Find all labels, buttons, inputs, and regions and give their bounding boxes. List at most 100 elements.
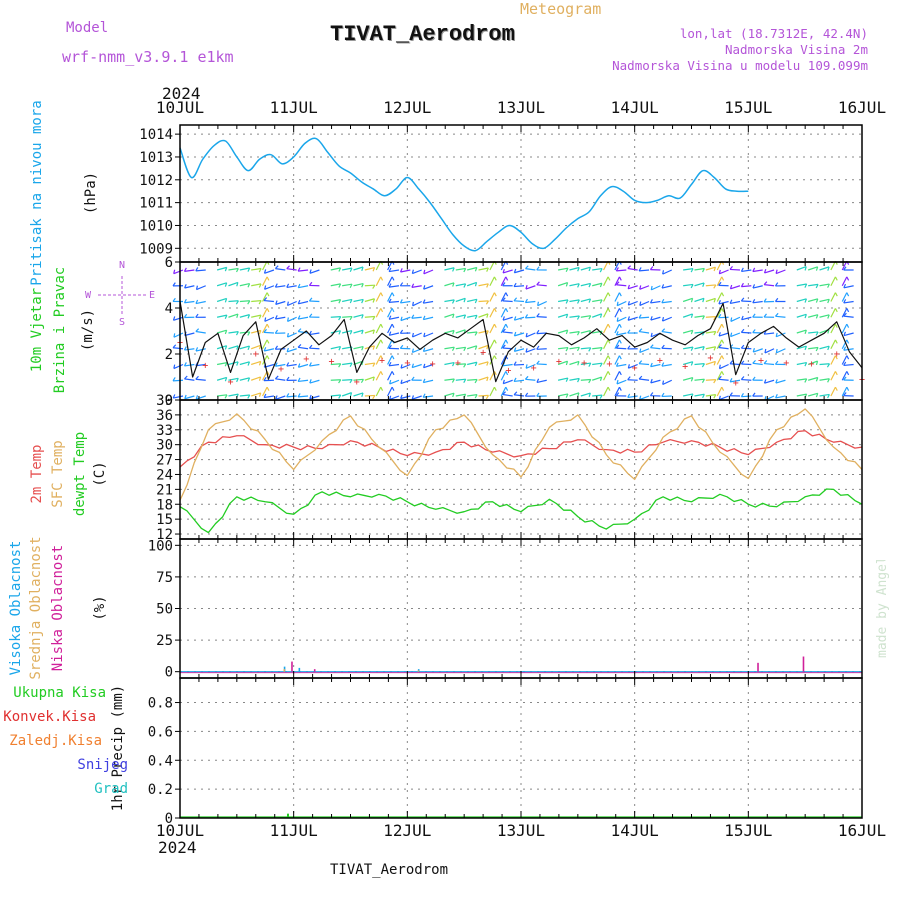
wind-barb-flag bbox=[391, 308, 395, 313]
wind-barb-flag bbox=[172, 282, 176, 287]
wind-barb bbox=[195, 330, 206, 334]
model-name: wrf-nmm_v3.9.1 e1km bbox=[62, 48, 234, 66]
wind-barb bbox=[796, 298, 807, 303]
wind-barb bbox=[478, 394, 489, 397]
wind-barb bbox=[364, 329, 375, 334]
wind-barb bbox=[753, 348, 763, 353]
wind-barb bbox=[513, 300, 525, 303]
wind-barb bbox=[412, 332, 422, 338]
wind-barb bbox=[400, 379, 411, 385]
wind-barb bbox=[298, 363, 309, 368]
y-tick-label: 1010 bbox=[139, 218, 173, 234]
wind-barb bbox=[228, 331, 239, 334]
wind-barb-flag bbox=[486, 267, 489, 272]
wind-barb bbox=[841, 292, 848, 302]
wind-barb bbox=[616, 332, 627, 336]
wind-barb bbox=[275, 378, 286, 381]
wind-barb bbox=[730, 332, 741, 338]
wind-barb-flag bbox=[843, 299, 847, 304]
x-tick-label-top: 11JUL bbox=[270, 98, 318, 117]
station-elevation: Nadmorska Visina 2m bbox=[725, 42, 868, 57]
wind-barb-flag bbox=[588, 347, 592, 352]
wind-barb bbox=[389, 316, 400, 320]
wind-barb bbox=[661, 285, 672, 289]
wind-barb bbox=[682, 297, 693, 303]
wind-barb bbox=[330, 330, 341, 334]
wind-barb-flag bbox=[804, 283, 808, 288]
wind-barb-flag bbox=[827, 299, 830, 304]
wind-barb-flag bbox=[843, 361, 847, 366]
wind-barb-flag bbox=[513, 316, 517, 321]
wind-barb-flag bbox=[815, 314, 819, 319]
wind-barb bbox=[843, 332, 854, 337]
wind-barb-flag bbox=[380, 308, 384, 313]
station-coords: lon,lat (18.7312E, 42.4N) bbox=[679, 26, 868, 41]
wind-barb-flag bbox=[388, 344, 392, 349]
cloud-low-axis-label: Niska Oblacnost bbox=[50, 545, 66, 671]
wind-speed-line bbox=[179, 301, 863, 383]
wind-barb bbox=[309, 332, 320, 336]
wind-barb bbox=[423, 332, 434, 338]
x-tick-label-top: 12JUL bbox=[383, 98, 431, 117]
wind-barb bbox=[309, 395, 320, 400]
wind-barb bbox=[342, 298, 353, 303]
wind-axis-label-2: Brzina i Pravac bbox=[52, 267, 68, 393]
wind-barb bbox=[184, 300, 195, 304]
wind-barb bbox=[500, 292, 507, 302]
wind-barb-flag bbox=[391, 276, 395, 281]
wind-barb bbox=[455, 393, 466, 397]
wind-barb bbox=[525, 363, 536, 369]
wind-barb bbox=[262, 386, 268, 397]
wind-barb-flag bbox=[391, 371, 395, 376]
wind-barb bbox=[444, 378, 455, 381]
wind-barb-flag bbox=[639, 285, 642, 290]
wind-barb-flag bbox=[536, 378, 540, 383]
wind-barb-flag bbox=[565, 360, 569, 366]
wind-barb-flag bbox=[224, 377, 228, 382]
wind-barb-flag bbox=[752, 359, 756, 364]
wind-barb bbox=[184, 269, 195, 272]
wind-barb bbox=[819, 314, 830, 318]
wind-barb-flag bbox=[588, 298, 592, 303]
pressure-axis-label: Pritisak na nivou mora bbox=[29, 100, 45, 285]
wind-barb-flag bbox=[463, 347, 467, 352]
wind-barb bbox=[651, 285, 661, 291]
wind-barb-flag bbox=[843, 266, 847, 271]
wind-barb-flag bbox=[411, 269, 414, 274]
wind-barb bbox=[662, 269, 673, 275]
wind-barb-flag bbox=[721, 308, 725, 313]
wind-barb bbox=[557, 377, 568, 381]
wind-barb bbox=[342, 267, 353, 271]
wind-barb-flag bbox=[718, 395, 721, 400]
wind-barb-flag bbox=[639, 348, 642, 353]
wind-barb-flag bbox=[266, 308, 270, 313]
wind-barb-flag bbox=[615, 392, 620, 397]
wind-barb bbox=[216, 362, 228, 366]
wind-barb-flag bbox=[195, 267, 199, 272]
wind-barb bbox=[592, 362, 603, 366]
wind-barb bbox=[694, 315, 705, 318]
wind-barb bbox=[603, 308, 609, 318]
wind-barb-flag bbox=[372, 345, 375, 350]
wind-barb-flag bbox=[263, 376, 267, 381]
wind-barb-flag bbox=[843, 392, 847, 396]
wind-barb bbox=[796, 393, 807, 397]
wind-barb bbox=[478, 330, 489, 334]
wind-barb-flag bbox=[638, 314, 642, 319]
wind-barb bbox=[500, 371, 507, 381]
wind-barb bbox=[423, 379, 434, 384]
wind-barb-flag bbox=[286, 376, 290, 381]
wind-barb bbox=[298, 379, 309, 383]
wind-barb-flag bbox=[661, 362, 665, 367]
wind-barb bbox=[796, 378, 807, 381]
wind-barb-flag bbox=[763, 281, 768, 286]
wind-barb-flag bbox=[361, 330, 364, 335]
y-tick-label: 1013 bbox=[139, 150, 173, 166]
wind-barb-flag bbox=[627, 329, 631, 334]
wind-barb-flag bbox=[740, 267, 744, 272]
wind-barb bbox=[807, 360, 818, 366]
wind-barb-flag bbox=[730, 332, 733, 337]
wind-barb-flag bbox=[661, 392, 665, 397]
wind-barb-flag bbox=[752, 376, 756, 381]
y-tick-label: 1014 bbox=[139, 127, 173, 143]
